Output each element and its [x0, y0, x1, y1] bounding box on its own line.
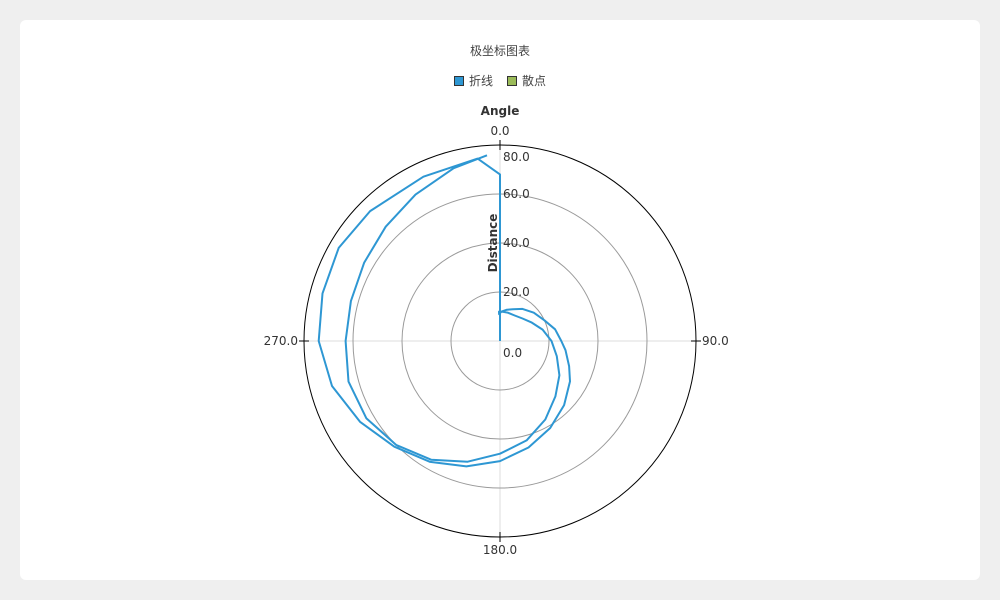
- chart-title: 极坐标图表: [469, 44, 530, 58]
- legend-item-line[interactable]: 折线: [453, 72, 493, 89]
- radius-tick-label: 80.0: [503, 150, 530, 164]
- angle-tick-label: 180.0: [483, 543, 517, 557]
- angle-tick-label: 270.0: [264, 334, 298, 348]
- angle-tick-label: 0.0: [490, 124, 509, 138]
- angle-axis-title: Angle: [481, 104, 520, 118]
- radius-tick-label: 60.0: [503, 187, 530, 201]
- radius-tick-label: 40.0: [503, 236, 530, 250]
- legend-item-scatter[interactable]: 散点: [507, 72, 546, 89]
- angle-tick-label: 90.0: [702, 334, 729, 348]
- radius-axis-title: Distance: [486, 214, 500, 273]
- series-layer: [317, 154, 571, 468]
- radius-tick-label: 0.0: [503, 346, 522, 360]
- legend-label-scatter: 散点: [522, 74, 547, 88]
- radius-tick-label: 20.0: [503, 285, 530, 299]
- line-series-path: [317, 154, 571, 468]
- legend-swatch-scatter: [507, 75, 517, 86]
- label-layer: 0.0 90.0 180.0 270.0 Angle 0.0 20.0 40.0 60.0 80.…: [264, 104, 729, 557]
- legend-swatch-line: [453, 75, 464, 86]
- legend: 折线 散点: [0, 72, 1000, 89]
- legend-label-line: 折线: [468, 74, 493, 88]
